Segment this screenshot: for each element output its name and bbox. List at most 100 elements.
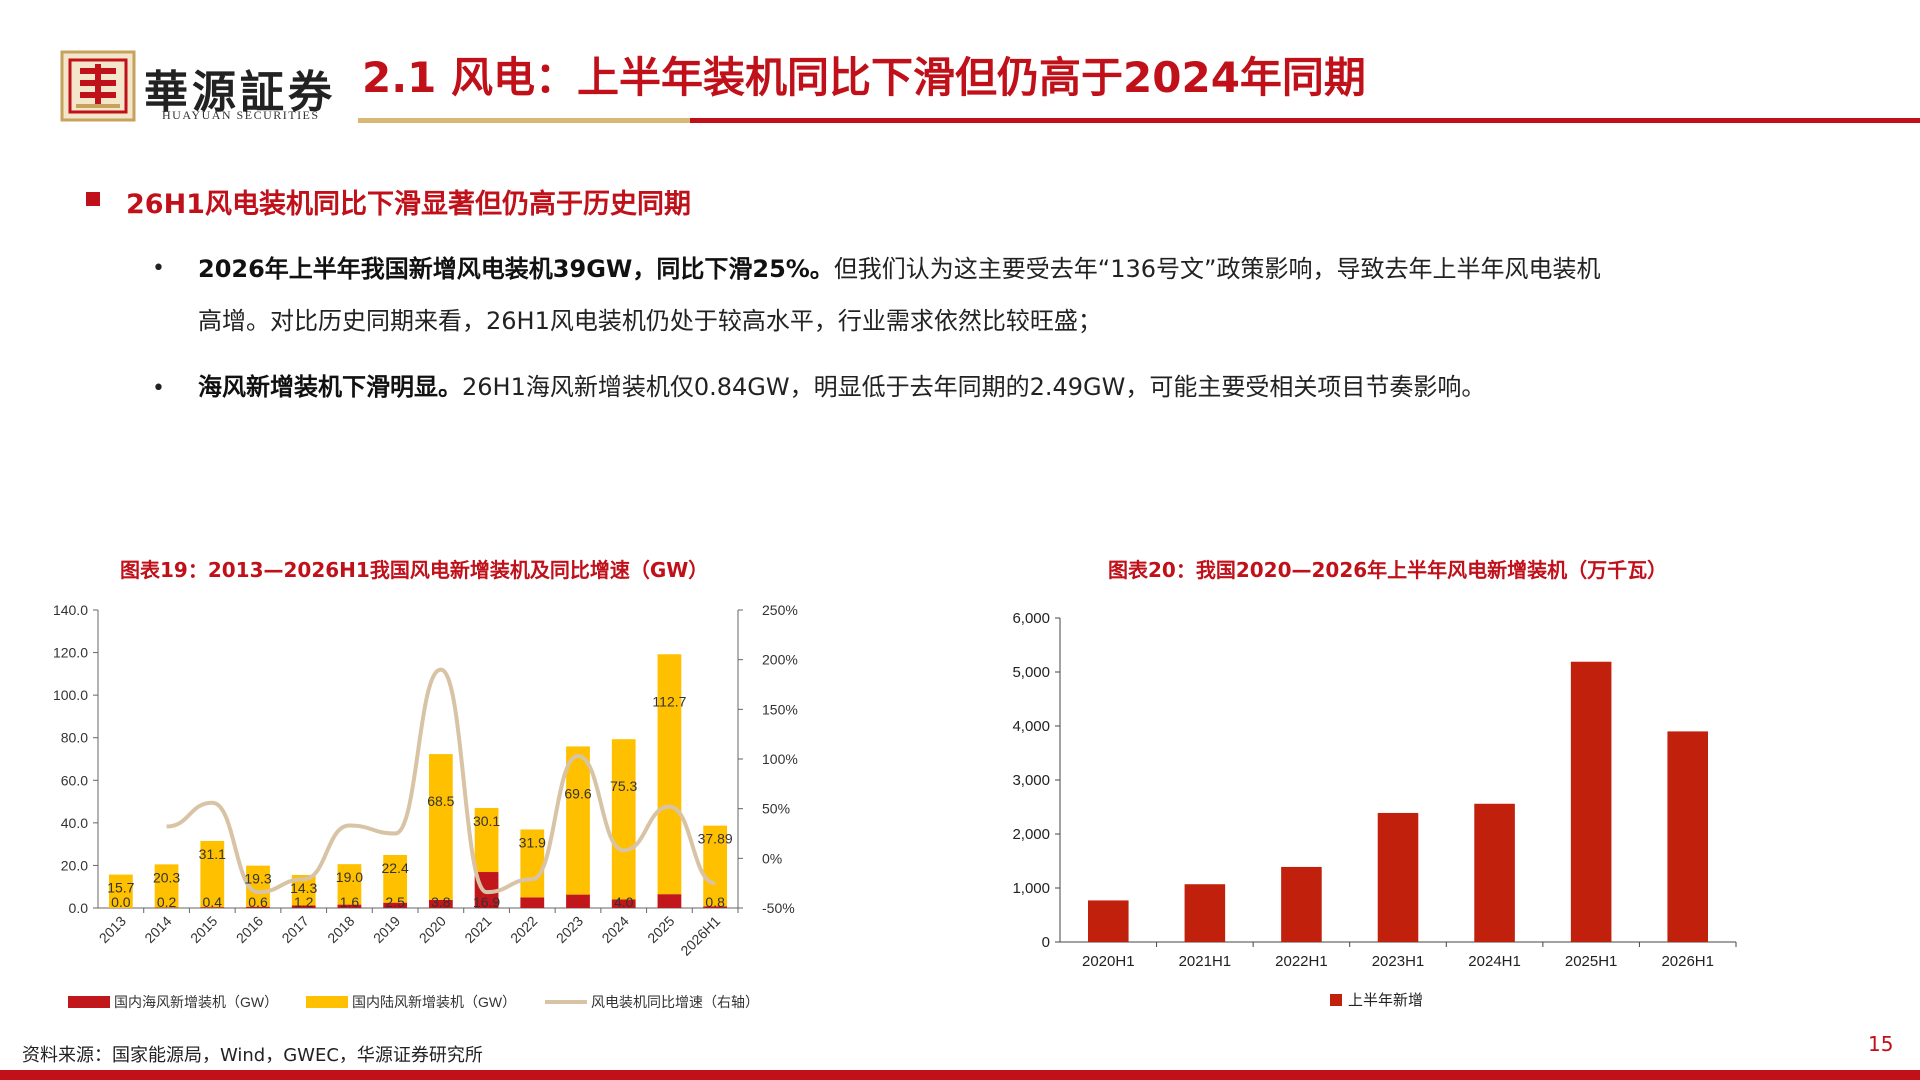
chart2-y-tick-label: 2,000 [1012,826,1050,843]
chart1-bar-onshore [611,739,636,900]
chart2-y-tick-label: 3,000 [1012,772,1050,789]
chart2-y-tick-label: 0 [1042,934,1050,951]
chart1-onshore-data-label: 31.9 [519,834,546,850]
chart1-y2-tick-label: 250% [762,602,798,618]
chart2-x-tick-label: 2025H1 [1565,953,1618,970]
chart1-bar-onshore [474,807,499,873]
chart1-legend-onshore: 国内陆风新增装机（GW） [352,994,516,1010]
footer-bar [0,1070,1920,1080]
chart1-bar-offshore [200,907,225,908]
chart1-bar-onshore [108,874,133,908]
chart2-bar [1667,731,1708,942]
logo-subtext: HUAYUAN SECURITIES [162,108,320,122]
chart1-onshore-data-label: 14.3 [290,880,317,896]
chart1-x-tick-label: 2014 [141,913,174,946]
company-logo: 華源証券 HUAYUAN SECURITIES [60,50,350,125]
chart1-offshore-data-label: 1.6 [340,894,360,910]
chart1-legend-offshore: 国内海风新增装机（GW） [114,994,278,1010]
logo-seal-icon [60,50,136,122]
chart2-x-tick-label: 2021H1 [1179,953,1232,970]
chart1-bar-onshore [200,840,225,908]
chart1-offshore-data-label: 0.4 [203,894,223,910]
chart1-y2-tick-label: 100% [762,751,798,767]
header-divider-red [690,118,1920,123]
chart1-bar-offshore [703,906,728,908]
chart2-y-tick-label: 6,000 [1012,610,1050,627]
chart1-onshore-data-label: 15.7 [107,880,134,896]
chart2-bar [1570,661,1612,942]
bullet-icon: • [152,256,165,281]
chart1-onshore-data-label: 69.6 [564,785,591,801]
chart1-onshore-data-label: 68.5 [427,793,454,809]
chart1-y2-tick-label: -50% [762,900,795,916]
chart1-legend-growth: 风电装机同比增速（右轴） [591,994,759,1010]
chart2-x-tick-label: 2023H1 [1372,953,1425,970]
chart1-bar-offshore [611,899,636,908]
chart1-bar-offshore [566,894,590,908]
chart1-bar-onshore [337,864,362,905]
chart1-onshore-data-label: 37.89 [698,831,733,847]
chart1-bar-onshore [566,746,590,895]
section-title: 26H1风电装机同比下滑显著但仍高于历史同期 [126,189,691,220]
page-title: 2.1 风电：上半年装机同比下滑但仍高于2024年同期 [362,53,1366,102]
chart1-x-tick-label: 2021 [461,913,494,946]
chart1-bar-onshore [291,875,316,906]
chart1-offshore-data-label: 16.9 [473,894,500,910]
bullet-2-text: 26H1海风新增装机仅0.84GW，明显低于去年同期的2.49GW，可能主要受相… [462,373,1486,401]
chart1-onshore-data-label: 19.3 [244,871,271,887]
chart1-y2-tick-label: 50% [762,801,790,817]
chart1-offshore-data-label: 1.2 [294,894,314,910]
chart1-y2-tick-label: 150% [762,701,798,717]
chart1-bar-onshore [703,825,728,907]
chart2-x-tick-label: 2026H1 [1661,953,1714,970]
chart2-x-tick-label: 2024H1 [1468,953,1521,970]
logo-text: 華源証券 [144,67,336,118]
chart1-bar-onshore [383,854,408,903]
chart2-y-tick-label: 5,000 [1012,664,1050,681]
chart2-svg: 0 1,000 2,000 3,000 4,000 5,000 6,000 2020H1 202… [1012,610,1737,1009]
chart2-bar [1281,866,1322,942]
chart1-offshore-data-label: 0.2 [157,894,177,910]
chart1-bar-offshore [474,872,499,908]
chart1-x-tick-label: 2016 [233,913,266,946]
chart1-bar-onshore [657,654,682,895]
chart1-bar-offshore [520,897,545,908]
chart1-y-tick-label: 0.0 [69,900,89,916]
chart1-y-tick-label: 60.0 [61,772,88,788]
chart2-legend-label: 上半年新增 [1348,992,1423,1009]
chart2-bar [1088,900,1129,942]
chart2-x-tick-label: 2020H1 [1082,953,1135,970]
chart1-x-tick-label: 2017 [278,913,311,946]
source-note: 资料来源：国家能源局，Wind，GWEC，华源证券研究所 [22,1045,483,1066]
chart1-legend-swatch-onshore [306,996,348,1008]
chart2-bar [1474,803,1515,942]
chart2-bar [1184,884,1226,942]
chart2-y-tick-label: 1,000 [1012,880,1050,897]
chart1-onshore-data-label: 112.7 [652,693,686,709]
chart1-onshore-data-label: 75.3 [610,778,637,794]
chart2-title: 图表20：我国2020—2026年上半年风电新增装机（万千瓦） [1108,558,1668,582]
chart1-bar-offshore [291,905,316,908]
chart2-bar [1377,812,1419,942]
chart1-x-tick-label: 2023 [553,913,586,946]
bullet-1-line-1: 2026年上半年我国新增风电装机39GW，同比下滑25%。但我们认为这主要受去年… [198,244,1601,294]
chart1-svg: 0.0 20.0 40.0 60.0 80.0 100.0 120.0 140.0 -50% 0%… [53,602,798,1010]
chart1-onshore-data-label: 30.1 [473,813,500,829]
chart1-y2-tick-label: 0% [762,850,782,866]
chart1-x-tick-label: 2025 [644,913,677,946]
chart1-bar-onshore [246,865,270,907]
chart1-growth-line [166,667,716,895]
chart1-bar-offshore [383,902,408,908]
chart2-y-tick-label: 4,000 [1012,718,1050,735]
chart1-offshore-data-label: 4.0 [614,894,634,910]
chart1-offshore-data-label: 0.8 [705,894,725,910]
chart1-y2-tick-label: 200% [762,652,798,668]
chart1-offshore-data-label: 0.0 [111,894,131,910]
chart1-bar-offshore [246,906,270,908]
section-marker-icon [86,192,100,206]
chart1-x-tick-label: 2024 [598,913,631,946]
chart1-bar-onshore [154,864,179,908]
chart1-bar-onshore [428,754,453,900]
chart1-x-tick-label: 2013 [96,913,129,946]
chart1-offshore-data-label: 0.6 [248,894,268,910]
